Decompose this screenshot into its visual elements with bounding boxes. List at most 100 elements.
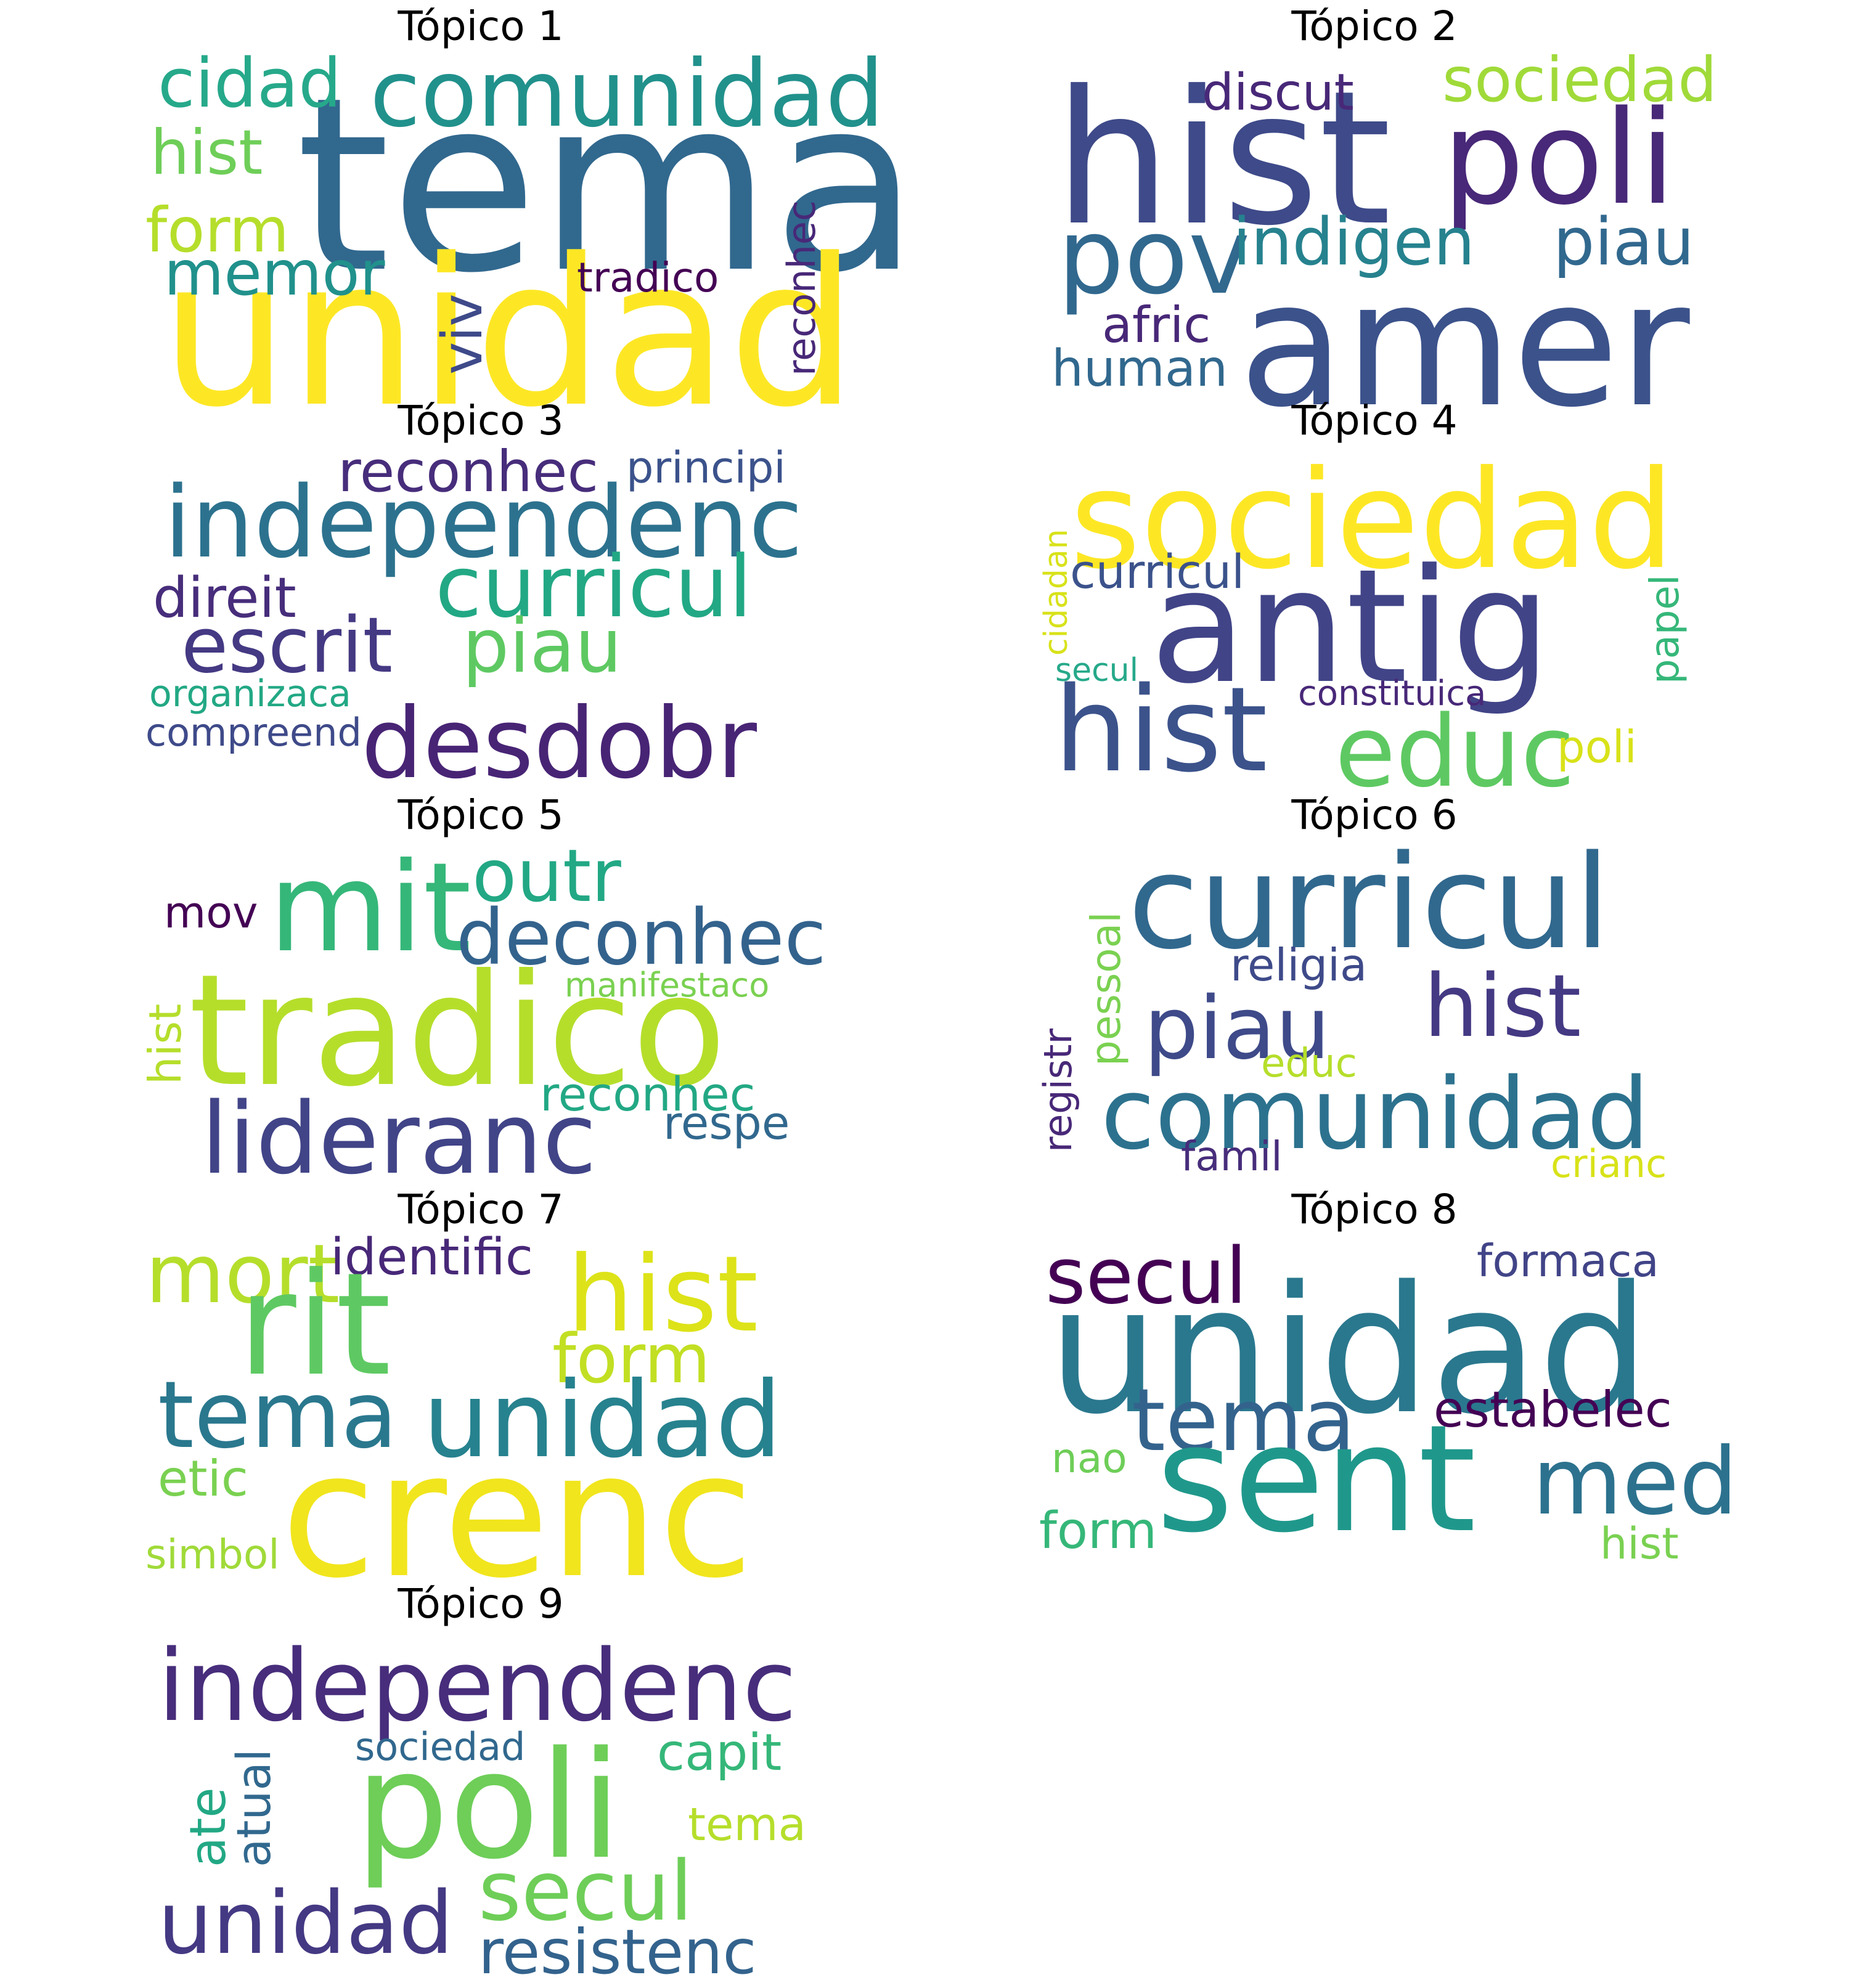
word: respe bbox=[663, 1097, 790, 1150]
word: escrit bbox=[181, 601, 393, 690]
word: organizaca bbox=[149, 672, 351, 715]
word: tema bbox=[296, 46, 920, 325]
word: hist bbox=[139, 1003, 191, 1085]
word: piau bbox=[1553, 204, 1694, 280]
word: curricul bbox=[1128, 827, 1610, 978]
word: resistenc bbox=[478, 1916, 757, 1988]
topic-9-wordcloud: Tópico 9 independenc atual ate sociedad … bbox=[142, 1584, 820, 1983]
word: cidadan bbox=[1038, 529, 1075, 656]
word: piau bbox=[1144, 979, 1331, 1079]
word: antig bbox=[1150, 536, 1551, 719]
word: secul bbox=[1055, 652, 1139, 689]
word: independenc bbox=[158, 1628, 797, 1743]
word: form bbox=[145, 194, 290, 266]
word: deconhec bbox=[456, 894, 827, 982]
topic-5-wordcloud: Tópico 5 mit outr mov deconhec manifesta… bbox=[139, 791, 827, 1196]
word: tradico bbox=[577, 254, 719, 301]
word: papel bbox=[1643, 574, 1688, 684]
word: viv bbox=[430, 293, 495, 375]
word: capit bbox=[657, 1724, 782, 1782]
word: nao bbox=[1051, 1435, 1127, 1482]
word: piau bbox=[462, 604, 622, 690]
word: amer bbox=[1239, 245, 1690, 446]
word: reconhec bbox=[540, 1067, 756, 1122]
word: secul bbox=[1045, 1231, 1247, 1321]
word: form bbox=[552, 1319, 711, 1398]
topic-6-wordcloud: Tópico 6 curricul pessoal religia regist… bbox=[1035, 795, 1713, 1189]
topic-8-wordcloud: Tópico 8 secul formaca unidad tema estab… bbox=[1035, 1186, 1738, 1584]
topic-title: Tópico 3 bbox=[398, 397, 564, 444]
word: lideranc bbox=[201, 1081, 597, 1196]
word: med bbox=[1532, 1428, 1738, 1536]
word: mov bbox=[164, 887, 258, 938]
topic-3-wordcloud: Tópico 3 independenc reconhec principi c… bbox=[142, 401, 820, 795]
topic-title: Tópico 7 bbox=[398, 1186, 564, 1233]
word: famil bbox=[1181, 1133, 1283, 1180]
word: rit bbox=[238, 1243, 391, 1407]
word: comunidad bbox=[370, 41, 884, 148]
word: registr bbox=[1035, 1029, 1080, 1152]
word: discut bbox=[1202, 63, 1354, 122]
word: hist bbox=[150, 116, 263, 189]
word: cidad bbox=[158, 44, 342, 123]
topic-title: Tópico 4 bbox=[1291, 397, 1458, 444]
topic-title: Tópico 2 bbox=[1291, 2, 1458, 50]
word: desdobr bbox=[361, 687, 757, 800]
word: memor bbox=[164, 237, 385, 309]
topic-title: Tópico 6 bbox=[1291, 791, 1458, 839]
word: etic bbox=[158, 1450, 248, 1507]
word: unidad bbox=[423, 1359, 782, 1481]
word: hist bbox=[567, 1234, 759, 1356]
word: comunidad bbox=[1101, 1056, 1650, 1171]
topic-title: Tópico 5 bbox=[398, 791, 564, 839]
word: crianc bbox=[1551, 1141, 1667, 1186]
topic-title: Tópico 8 bbox=[1291, 1186, 1458, 1233]
word: unidad bbox=[1048, 1249, 1650, 1453]
word: pov bbox=[1058, 196, 1251, 318]
word: secul bbox=[478, 1843, 693, 1939]
word: indigen bbox=[1233, 204, 1476, 280]
word: hist bbox=[1054, 662, 1268, 798]
word: formaca bbox=[1477, 1235, 1659, 1287]
word: tema bbox=[158, 1362, 398, 1469]
word: tradico bbox=[189, 941, 727, 1120]
word: hist bbox=[1424, 956, 1582, 1057]
word: poli bbox=[1442, 83, 1676, 234]
word: unidad bbox=[158, 1873, 454, 1974]
word: form bbox=[1039, 1502, 1157, 1560]
word: religia bbox=[1230, 939, 1368, 991]
word: direit bbox=[153, 566, 296, 630]
word: constituica bbox=[1298, 674, 1487, 714]
word: poli bbox=[355, 1719, 622, 1892]
word: tema bbox=[688, 1798, 806, 1851]
word: reconhec bbox=[338, 439, 599, 505]
word: afric bbox=[1102, 296, 1211, 354]
word: curricul bbox=[1070, 544, 1245, 599]
word: tema bbox=[1132, 1371, 1356, 1471]
topic-2-wordcloud: Tópico 2 hist poli amer pov indigen piau… bbox=[1035, 2, 1717, 432]
word: outr bbox=[472, 833, 621, 918]
word: simbol bbox=[145, 1531, 280, 1578]
word: identific bbox=[330, 1228, 533, 1287]
word: estabelec bbox=[1434, 1381, 1672, 1438]
word: poli bbox=[1557, 721, 1637, 773]
word: educ bbox=[1335, 694, 1575, 809]
word: mit bbox=[269, 836, 471, 980]
word: atual bbox=[226, 1748, 281, 1867]
word: sociedad bbox=[1442, 44, 1717, 116]
word: hist bbox=[1600, 1518, 1679, 1569]
word: crenc bbox=[281, 1416, 754, 1616]
word: sociedad bbox=[355, 1724, 526, 1769]
word: pessoal bbox=[1082, 911, 1130, 1066]
word: principi bbox=[626, 442, 786, 493]
topic-7-wordcloud: Tópico 7 mort identific hist rit form te… bbox=[142, 1186, 820, 1603]
topic-4-wordcloud: Tópico 4 sociedad antig curricul cidadan… bbox=[1035, 397, 1713, 801]
word: sociedad bbox=[1070, 441, 1675, 599]
word: sent bbox=[1156, 1393, 1476, 1565]
word: unidad bbox=[160, 215, 858, 452]
word: educ bbox=[1261, 1041, 1357, 1086]
word: human bbox=[1051, 340, 1228, 398]
word: hist bbox=[1054, 51, 1392, 266]
word: ate bbox=[179, 1787, 237, 1867]
word: reconhec bbox=[779, 200, 824, 376]
